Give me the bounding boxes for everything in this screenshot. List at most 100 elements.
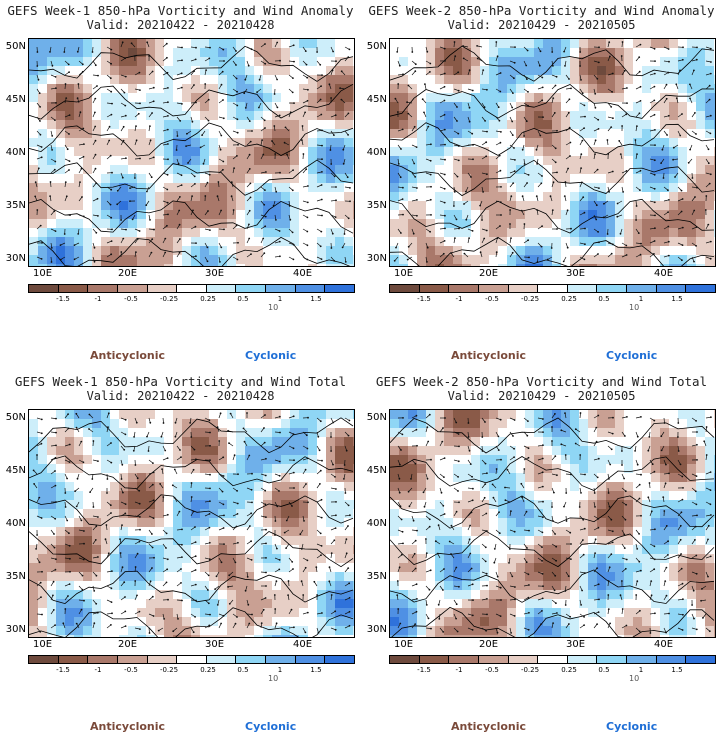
scale-label: 0.25: [561, 295, 577, 303]
panel-valid-dates: Valid: 20210429 - 20210505: [447, 18, 636, 32]
vorticity-map: [389, 38, 716, 267]
map-panel-3: GEFS Week-1 850-hPa Vorticity and Wind T…: [0, 371, 361, 742]
scale-label: -1: [94, 295, 102, 303]
color-scale-swatch: [686, 285, 716, 292]
lon-label-30e: 30E: [566, 268, 586, 279]
color-scale-swatch: [508, 656, 539, 663]
color-scale-swatch: [266, 656, 296, 663]
color-scale-swatch: [325, 656, 355, 663]
scale-label: 1: [638, 295, 644, 303]
color-scale-swatch: [686, 656, 716, 663]
scale-label: -1.5: [56, 666, 70, 674]
lat-label-40n: 40N: [5, 147, 26, 158]
scale-label: -0.5: [485, 295, 499, 303]
color-scale-swatch: [656, 285, 687, 292]
lat-label-50n: 50N: [5, 412, 26, 423]
scale-label: 1.5: [310, 666, 322, 674]
anticyclonic-label: Anticyclonic: [90, 349, 166, 362]
panel-valid-dates: Valid: 20210422 - 20210428: [86, 18, 275, 32]
scale-label: -0.25: [520, 295, 540, 303]
scale-label: -1.5: [417, 666, 431, 674]
lat-label-30n: 30N: [366, 253, 387, 264]
lat-label-30n: 30N: [5, 253, 26, 264]
scale-label: -1: [455, 666, 463, 674]
lat-label-35n: 35N: [366, 200, 387, 211]
color-scale-swatch: [508, 285, 539, 292]
scale-label: 0.5: [237, 295, 249, 303]
anticyclonic-label: Anticyclonic: [90, 720, 166, 733]
panel-valid-dates: Valid: 20210429 - 20210505: [447, 389, 636, 403]
vector-scale-label: 10: [629, 303, 640, 312]
color-scale-swatch: [236, 285, 267, 292]
lon-label-20e: 20E: [118, 268, 138, 279]
lon-label-20e: 20E: [118, 639, 138, 650]
color-scale-swatch: [449, 656, 479, 663]
color-scale-bar: [389, 655, 716, 664]
scale-label: 0.25: [200, 295, 216, 303]
vorticity-map: [389, 409, 716, 638]
color-scale-swatch: [478, 285, 509, 292]
scale-label: -1.5: [56, 295, 70, 303]
color-scale-swatch: [29, 285, 59, 292]
lon-label-30e: 30E: [566, 639, 586, 650]
color-scale-swatch: [627, 285, 657, 292]
color-scale-swatch: [538, 285, 568, 292]
scale-label: 1.5: [671, 666, 683, 674]
scale-label: -0.25: [520, 666, 540, 674]
lat-label-40n: 40N: [366, 518, 387, 529]
color-scale-swatch: [206, 285, 237, 292]
vorticity-field: [390, 410, 715, 637]
lat-label-45n: 45N: [366, 94, 387, 105]
vorticity-field: [390, 39, 715, 266]
scale-label: 1: [277, 666, 283, 674]
color-scale-swatch: [295, 656, 326, 663]
lon-label-40e: 40E: [293, 639, 313, 650]
scale-label: 0.5: [598, 295, 610, 303]
vector-scale-label: 10: [268, 674, 279, 683]
scale-label: -1: [455, 295, 463, 303]
color-scale-swatch: [567, 656, 598, 663]
lon-label-10e: 10E: [33, 268, 53, 279]
map-panel-1: GEFS Week-1 850-hPa Vorticity and Wind A…: [0, 0, 361, 371]
lat-label-50n: 50N: [5, 41, 26, 52]
scale-label: -1: [94, 666, 102, 674]
lat-label-35n: 35N: [5, 200, 26, 211]
panel-title: GEFS Week-1 850-hPa Vorticity and Wind A…: [7, 3, 354, 18]
anticyclonic-label: Anticyclonic: [451, 349, 527, 362]
lat-label-30n: 30N: [5, 624, 26, 635]
panel-title: GEFS Week-2 850-hPa Vorticity and Wind A…: [368, 3, 715, 18]
scale-label: -0.25: [159, 295, 179, 303]
lon-label-40e: 40E: [654, 268, 674, 279]
color-scale-swatch: [538, 656, 568, 663]
lat-label-30n: 30N: [366, 624, 387, 635]
color-scale-swatch: [390, 656, 420, 663]
lat-label-40n: 40N: [366, 147, 387, 158]
color-scale-swatch: [478, 656, 509, 663]
vorticity-field: [29, 39, 354, 266]
lat-label-45n: 45N: [5, 94, 26, 105]
color-scale-swatch: [597, 656, 628, 663]
color-scale-swatch: [58, 656, 89, 663]
lat-label-50n: 50N: [366, 41, 387, 52]
color-scale-swatch: [390, 285, 420, 292]
color-scale-swatch: [567, 285, 598, 292]
lon-label-40e: 40E: [293, 268, 313, 279]
lat-label-40n: 40N: [5, 518, 26, 529]
lon-label-20e: 20E: [479, 639, 499, 650]
vector-scale-label: 10: [268, 303, 279, 312]
color-scale-swatch: [117, 285, 148, 292]
panel-title: GEFS Week-1 850-hPa Vorticity and Wind T…: [14, 374, 347, 389]
color-scale-swatch: [29, 656, 59, 663]
lon-label-40e: 40E: [654, 639, 674, 650]
scale-label: -0.25: [159, 666, 179, 674]
color-scale-swatch: [325, 285, 355, 292]
scale-label: 1: [638, 666, 644, 674]
scale-label: -1.5: [417, 295, 431, 303]
color-scale-swatch: [236, 656, 267, 663]
scale-label: 0.5: [237, 666, 249, 674]
color-scale-swatch: [117, 656, 148, 663]
color-scale-bar: [389, 284, 716, 293]
scale-label: 1: [277, 295, 283, 303]
cyclonic-label: Cyclonic: [245, 720, 297, 733]
map-panel-2: GEFS Week-2 850-hPa Vorticity and Wind A…: [361, 0, 722, 371]
